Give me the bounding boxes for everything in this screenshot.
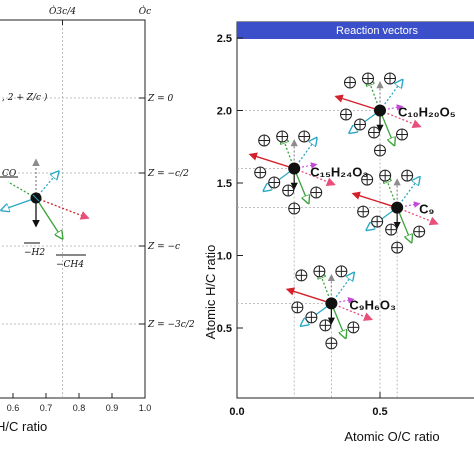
- right-panel: Reaction vectors 0.51.01.52.02.5 0.0 0.5 …: [203, 21, 474, 444]
- circle-plus-icon: [254, 166, 267, 179]
- left-x-tick-label: 1.0: [139, 403, 152, 413]
- circle-plus-icon: [282, 184, 295, 197]
- circle-plus-icon: [347, 321, 360, 334]
- compound-label: C₉: [419, 202, 434, 217]
- left-label-co: CO: [2, 169, 17, 179]
- reaction-vector: [331, 302, 374, 321]
- circle-plus-icon: [310, 186, 323, 199]
- circle-plus-icon: [276, 130, 289, 143]
- reaction-vector: [285, 287, 332, 305]
- circle-plus-icon: [371, 215, 384, 228]
- reaction-vector: [396, 207, 439, 226]
- circle-plus-icon: [291, 301, 304, 314]
- top-label: Ȯc: [139, 5, 151, 17]
- top-label: Ȯ3c/4: [49, 5, 76, 17]
- y-tick-label: 0.5: [217, 323, 232, 335]
- circle-plus-icon: [268, 176, 281, 189]
- y-tick-label: 1.0: [217, 251, 232, 263]
- left-x-tick-label: 0.8: [73, 403, 86, 413]
- circle-plus-icon: [384, 72, 396, 85]
- left-x-tick-label: 0.6: [7, 403, 20, 413]
- circle-plus-icon: [325, 337, 338, 350]
- z-label: Z = −c: [147, 242, 180, 252]
- title-banner: [237, 22, 474, 39]
- circle-plus-icon: [361, 173, 374, 186]
- reaction-vector: [396, 207, 411, 242]
- circle-plus-icon: [340, 108, 352, 121]
- circle-plus-icon: [344, 76, 356, 89]
- chart-title: Reaction vectors: [336, 25, 418, 37]
- reaction-vector: [351, 191, 398, 209]
- reaction-vector: [330, 303, 345, 337]
- circle-plus-icon: [357, 205, 370, 218]
- circle-plus-icon: [313, 265, 326, 278]
- left-x-tick-label: 0.9: [106, 403, 119, 413]
- right-x-axis-label: Atomic O/C ratio: [344, 429, 439, 444]
- y-tick-label: 2.0: [217, 106, 232, 118]
- circle-plus-icon: [391, 241, 404, 254]
- left-x-tick-label: 0.7: [40, 403, 53, 413]
- circle-plus-icon: [379, 169, 392, 182]
- circle-plus-icon: [288, 202, 301, 215]
- reaction-vector: [248, 152, 295, 170]
- compound-point: [374, 104, 386, 117]
- x-tick-label: 0.0: [229, 406, 244, 418]
- circle-plus-icon: [413, 225, 426, 238]
- x-tick-label: 0.5: [372, 406, 387, 418]
- circle-plus-icon: [396, 128, 408, 141]
- circle-plus-icon: [335, 265, 348, 278]
- left-label-h2: −H2: [24, 248, 45, 258]
- compound-point: [325, 297, 338, 310]
- circle-plus-icon: [298, 130, 311, 143]
- left-x-axis-label: H/C ratio: [0, 419, 47, 434]
- circle-plus-icon: [295, 269, 308, 282]
- z-label: Z = −3c/2: [147, 320, 195, 330]
- compound-label: C₁₀H₂₀O₅: [398, 105, 456, 120]
- right-y-axis-label: Atomic H/C ratio: [203, 245, 218, 340]
- circle-plus-icon: [305, 311, 318, 324]
- left-panel: Z = 0 Z = −c/2 Z = −c Z = −3c/2 0.6 0.7 0.8 0.…: [0, 5, 195, 434]
- y-tick-label: 1.5: [217, 178, 232, 190]
- compound-label: C₁₅H₂₄O₃: [310, 165, 368, 180]
- compound-point: [391, 201, 404, 214]
- reaction-vector-cluster: [351, 169, 439, 254]
- circle-plus-icon: [374, 144, 386, 157]
- reaction-vector: [334, 94, 381, 112]
- reaction-vector: [293, 168, 308, 203]
- reaction-vector-cluster: [334, 72, 422, 157]
- left-vector-cluster: [2, 158, 90, 238]
- compound-label: C₉H₆O₃: [349, 297, 396, 312]
- left-label-ch4: −CH4: [56, 260, 84, 270]
- right-plot-frame: [236, 21, 474, 399]
- circle-plus-icon: [368, 126, 380, 139]
- circle-plus-icon: [354, 118, 366, 131]
- compound-point: [288, 162, 301, 175]
- z-label: Z = −c/2: [147, 169, 189, 179]
- z-label: Z = 0: [147, 94, 174, 104]
- reaction-vector: [293, 167, 336, 187]
- y-tick-label: 2.5: [217, 33, 232, 45]
- reaction-vector: [379, 109, 422, 129]
- circle-plus-icon: [258, 134, 271, 147]
- left-plot-frame: [0, 19, 146, 399]
- circle-plus-icon: [385, 223, 398, 236]
- circle-plus-icon: [401, 169, 414, 182]
- circle-plus-icon: [319, 319, 332, 332]
- left-formula: , 2 + Z/c ): [2, 92, 48, 103]
- reaction-vector: [379, 110, 394, 145]
- circle-plus-icon: [362, 72, 374, 85]
